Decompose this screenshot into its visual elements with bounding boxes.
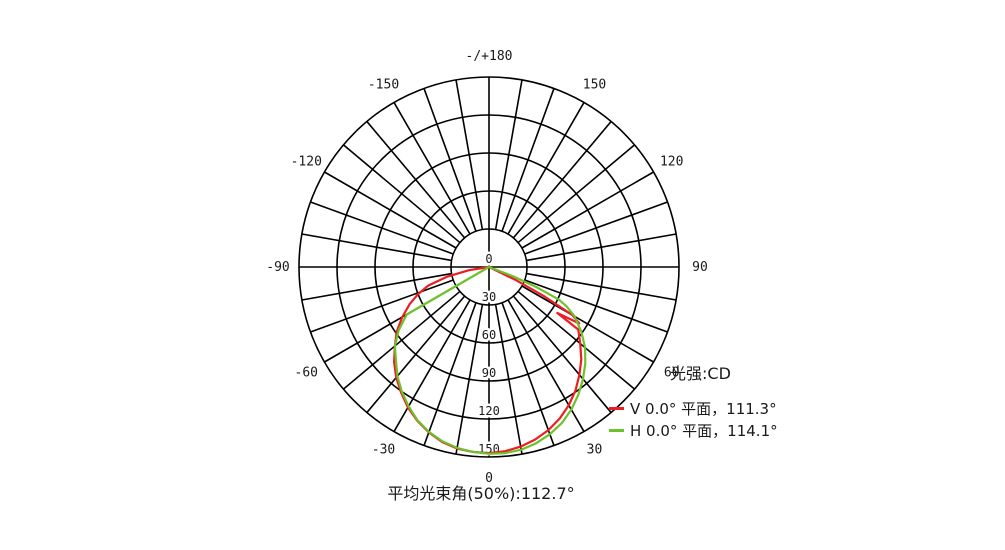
- angle-label--150: -150: [368, 77, 399, 92]
- grid-spoke: [455, 304, 484, 455]
- grid-spoke: [517, 290, 636, 390]
- angle-label--30: -30: [372, 443, 395, 458]
- grid-spoke: [366, 295, 466, 414]
- grid-spoke: [524, 201, 668, 255]
- angle-label-150: 150: [583, 77, 606, 92]
- grid-spoke: [512, 120, 612, 239]
- grid-spoke: [521, 171, 654, 249]
- legend-item-h-plane: H 0.0° 平面，114.1°: [609, 419, 778, 441]
- legend: V 0.0° 平面，111.3° H 0.0° 平面，114.1°: [609, 397, 778, 441]
- grid-spoke: [301, 272, 452, 301]
- angle-label-90: 90: [692, 260, 708, 275]
- h-series-label: H 0.0° 平面，114.1°: [630, 421, 778, 440]
- angle-label-60: 60: [664, 366, 680, 381]
- beam-angle-note: 平均光束角(50%):112.7°: [387, 484, 575, 503]
- angle-label-30: 30: [587, 443, 603, 458]
- grid-spoke: [521, 285, 654, 363]
- grid-spoke: [494, 304, 523, 455]
- angle-label--60: -60: [295, 366, 318, 381]
- radial-tick-0: 0: [485, 252, 492, 266]
- grid-spoke: [501, 88, 555, 232]
- grid-spoke: [494, 79, 523, 230]
- intensity-unit-label: 光强:CD: [670, 364, 731, 383]
- grid-spoke: [507, 102, 585, 235]
- grid-spoke: [512, 295, 612, 414]
- v-series-swatch: [609, 406, 624, 410]
- grid-spoke: [423, 88, 477, 232]
- grid-spoke: [455, 79, 484, 230]
- grid-spoke: [393, 299, 471, 432]
- h-series-swatch: [609, 428, 624, 432]
- grid-spoke: [526, 272, 677, 301]
- radial-tick-60: 60: [482, 328, 496, 342]
- grid-spoke: [393, 102, 471, 235]
- radial-tick-90: 90: [482, 366, 496, 380]
- grid-spoke: [524, 279, 668, 333]
- v-series-label: V 0.0° 平面，111.3°: [630, 399, 777, 418]
- angle-label-120: 120: [660, 155, 683, 170]
- legend-item-v-plane: V 0.0° 平面，111.3°: [609, 397, 778, 419]
- grid-spoke: [423, 302, 477, 446]
- grid-spoke: [501, 302, 555, 446]
- angle-label--/+180: -/+180: [466, 49, 513, 64]
- radial-tick-120: 120: [478, 404, 500, 418]
- grid-spoke: [526, 233, 677, 262]
- grid-spoke: [342, 144, 461, 244]
- angle-label--90: -90: [266, 260, 289, 275]
- angle-label-0: 0: [485, 471, 493, 486]
- grid-spoke: [342, 290, 461, 390]
- grid-spoke: [301, 233, 452, 262]
- grid-spoke: [366, 120, 466, 239]
- grid-spoke: [310, 279, 454, 333]
- angle-label--120: -120: [291, 155, 322, 170]
- grid-spoke: [324, 171, 457, 249]
- grid-spoke: [310, 201, 454, 255]
- radial-tick-30: 30: [482, 290, 496, 304]
- grid-spoke: [517, 144, 636, 244]
- series-curve-h: [393, 265, 587, 455]
